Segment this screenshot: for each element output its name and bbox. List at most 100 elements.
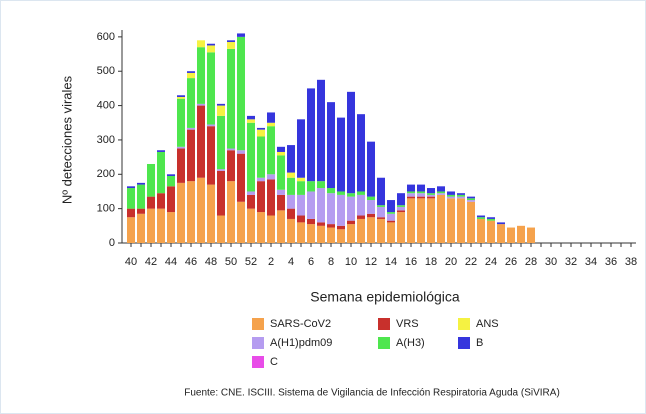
y-tick-label: 100 xyxy=(97,203,115,215)
y-tick-label: 200 xyxy=(97,168,115,180)
x-tick-label: 20 xyxy=(445,256,457,268)
bar-segment xyxy=(317,188,325,223)
bar-segment xyxy=(477,218,485,243)
bar-segment xyxy=(407,184,415,192)
bar-segment xyxy=(317,225,325,243)
bar-segment xyxy=(247,119,255,123)
bar-segment xyxy=(297,119,305,178)
bar-segment xyxy=(217,103,225,106)
bar-segment xyxy=(337,229,345,243)
bar-segment xyxy=(207,126,215,185)
legend-label: ANS xyxy=(476,318,499,330)
legend-swatch xyxy=(378,337,390,349)
x-tick-label: 18 xyxy=(425,256,437,268)
bar-segment xyxy=(467,201,475,243)
bar-segment xyxy=(157,150,165,152)
bar-segment xyxy=(167,186,175,213)
bar-segment xyxy=(247,122,255,192)
bar-segment xyxy=(527,227,535,243)
x-tick-label: 14 xyxy=(385,256,397,268)
bar-segment xyxy=(237,153,245,202)
x-tick-label: 40 xyxy=(125,256,137,268)
bar-segment xyxy=(377,217,385,219)
bar-segment xyxy=(377,206,385,218)
bar-segment xyxy=(517,225,525,243)
bar-segment xyxy=(437,194,445,243)
bar-segment xyxy=(387,220,395,223)
bar-segment xyxy=(307,224,315,243)
y-tick-label: 0 xyxy=(109,237,115,249)
bar-segment xyxy=(237,150,245,154)
bar-segment xyxy=(427,188,435,194)
bar-segment xyxy=(317,222,325,226)
bar-segment xyxy=(297,177,305,182)
x-tick-label: 8 xyxy=(328,256,334,268)
bar-segment xyxy=(137,184,145,209)
bar-segment xyxy=(197,40,205,48)
x-tick-label: 22 xyxy=(465,256,477,268)
bar-segment xyxy=(257,127,265,130)
bar-segment xyxy=(427,194,435,197)
bar-segment xyxy=(167,212,175,243)
bar-segment xyxy=(397,193,405,206)
bar-segment xyxy=(447,191,455,195)
bar-segment xyxy=(437,186,445,192)
bar-segment xyxy=(297,181,305,195)
bar-segment xyxy=(347,220,355,225)
bar-segment xyxy=(227,148,235,151)
x-tick-label: 24 xyxy=(485,256,497,268)
legend-label: C xyxy=(270,356,278,368)
bar-segment xyxy=(427,193,435,195)
bar-segment xyxy=(267,179,275,216)
bar-segment xyxy=(437,193,445,195)
bar-segment xyxy=(267,215,275,243)
bar-segment xyxy=(477,217,485,219)
bar-segment xyxy=(247,191,255,195)
bar-segment xyxy=(467,196,475,199)
bar-segment xyxy=(507,227,515,243)
bar-segment xyxy=(447,196,455,199)
x-tick-label: 36 xyxy=(605,256,617,268)
legend-label: VRS xyxy=(396,318,419,330)
bar-segment xyxy=(267,122,275,127)
bar-segment xyxy=(127,186,135,189)
bar-segment xyxy=(387,222,395,243)
bar-segment xyxy=(347,91,355,194)
bar-segment xyxy=(387,200,395,213)
legend-label: B xyxy=(476,337,483,349)
bar-segment xyxy=(207,43,215,46)
bar-segment xyxy=(367,217,375,243)
bar-segment xyxy=(177,95,185,97)
bar-segment xyxy=(327,227,335,243)
bar-segment xyxy=(407,196,415,199)
x-tick-label: 52 xyxy=(245,256,257,268)
x-tick-label: 12 xyxy=(365,256,377,268)
bar-segment xyxy=(157,193,165,209)
bar-segment xyxy=(217,215,225,243)
bar-segment xyxy=(267,126,275,175)
legend-label: A(H3) xyxy=(396,337,425,349)
bar-segment xyxy=(287,145,295,173)
bar-segment xyxy=(407,198,415,243)
x-tick-label: 16 xyxy=(405,256,417,268)
bar-segment xyxy=(167,174,175,177)
bar-segment xyxy=(297,215,305,223)
bar-segment xyxy=(337,194,345,226)
bar-segment xyxy=(177,146,185,149)
bar-segment xyxy=(367,213,375,218)
bar-segment xyxy=(357,114,365,192)
bar-segment xyxy=(377,205,385,207)
bar-segment xyxy=(417,198,425,243)
bar-segment xyxy=(297,222,305,243)
bar-segment xyxy=(137,213,145,243)
bar-segment xyxy=(187,127,195,130)
bar-segment xyxy=(227,40,235,43)
bar-segment xyxy=(147,208,155,243)
x-tick-label: 34 xyxy=(585,256,597,268)
bar-segment xyxy=(397,205,405,207)
bar-segment xyxy=(397,212,405,243)
bar-segment xyxy=(257,136,265,178)
bar-segment xyxy=(187,78,195,128)
bar-segment xyxy=(357,191,365,195)
